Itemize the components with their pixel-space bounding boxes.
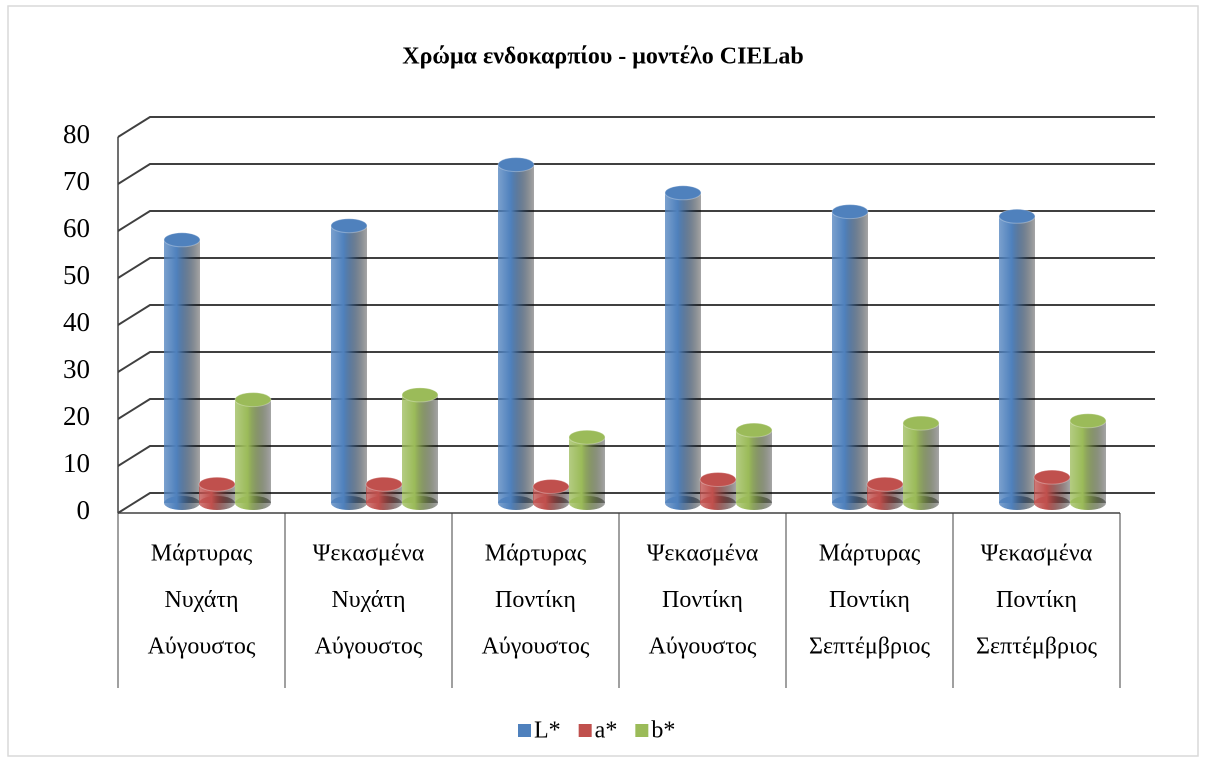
legend-swatch (635, 724, 649, 737)
bar-top (365, 476, 403, 492)
y-tick-label: 70 (63, 166, 90, 196)
grid-line (117, 116, 1155, 138)
grid-line (117, 210, 1155, 232)
bar-top (532, 479, 570, 495)
bar-top (831, 204, 869, 220)
legend-label: a* (595, 718, 618, 744)
y-tick-label: 60 (63, 213, 90, 243)
x-tick-label: Ποντίκη (829, 587, 910, 613)
y-tick-label: 20 (63, 401, 90, 431)
bar (401, 387, 439, 510)
bar (1033, 469, 1071, 510)
bar (902, 415, 940, 510)
grid-line (117, 492, 1155, 514)
grid-line (117, 257, 1155, 279)
bar (330, 218, 368, 510)
bar (234, 392, 272, 510)
bar-top (198, 476, 236, 492)
chart-title: Χρώμα ενδοκαρπίου - μοντέλο CIELab (402, 44, 804, 70)
bar (532, 479, 570, 510)
bar-body (235, 399, 271, 503)
legend-label: b* (651, 718, 675, 744)
x-tick-label: Αύγουστος (315, 634, 423, 660)
x-tick-label: Ψεκασμένα (647, 541, 759, 567)
bar-top (163, 232, 201, 248)
bar-top (497, 157, 535, 173)
bar-body (1070, 420, 1106, 503)
x-tick-label: Μάρτυρας (151, 541, 253, 567)
grid-line (117, 398, 1155, 420)
y-tick-label: 0 (77, 495, 91, 525)
bar-top (1033, 469, 1071, 485)
y-tick-label: 40 (63, 307, 90, 337)
x-tick-label: Αύγουστος (482, 634, 590, 660)
bar (1069, 413, 1107, 510)
legend-swatch (578, 724, 592, 737)
bar (866, 476, 904, 510)
grid-line (117, 445, 1155, 467)
bar-top (234, 392, 272, 408)
x-tick-label: Μάρτυρας (819, 541, 921, 567)
y-tick-label: 50 (63, 260, 90, 290)
bar-body (331, 225, 367, 503)
legend-label: L* (534, 718, 561, 744)
x-tick-label: Μάρτυρας (485, 541, 587, 567)
x-tick-label: Νυχάτη (164, 587, 238, 613)
bar-top (998, 208, 1036, 224)
bar-top (866, 476, 904, 492)
bar (497, 157, 535, 510)
x-tick-label: Αύγουστος (649, 634, 757, 660)
bar-body (832, 211, 868, 503)
x-tick-label: Σεπτέμβριος (809, 634, 930, 660)
x-tick-label: Νυχάτη (331, 587, 405, 613)
bar (163, 232, 201, 510)
bar (365, 476, 403, 510)
bar-body (402, 394, 438, 503)
bar-body (164, 239, 200, 504)
x-tick-label: Σεπτέμβριος (976, 634, 1097, 660)
bar-top (902, 415, 940, 431)
x-tick-label: Αύγουστος (148, 634, 256, 660)
grid-line (117, 163, 1155, 185)
bar-body (569, 437, 605, 503)
bar (568, 429, 606, 510)
bar-body (665, 192, 701, 504)
bar-top (330, 218, 368, 234)
bar-body (736, 430, 772, 503)
y-tick-label: 10 (63, 448, 90, 478)
bar-top (568, 429, 606, 445)
bar (198, 476, 236, 510)
bar (735, 422, 773, 510)
bar-top (401, 387, 439, 403)
legend-swatch (518, 724, 531, 737)
x-tick-label: Ποντίκη (996, 587, 1077, 613)
bar-top (664, 185, 702, 201)
bar-body (498, 164, 534, 503)
bar (831, 204, 869, 510)
bar (998, 208, 1036, 510)
bar-body (999, 216, 1035, 504)
bar-top (699, 472, 737, 487)
grid-line (117, 304, 1155, 326)
y-tick-label: 80 (63, 119, 90, 149)
bar (699, 472, 737, 510)
bar-body (903, 423, 939, 503)
bar (664, 185, 702, 510)
x-tick-label: Ποντίκη (495, 587, 576, 613)
bar-top (1069, 413, 1107, 429)
x-tick-label: Ψεκασμένα (981, 541, 1093, 567)
bar-top (735, 422, 773, 438)
x-tick-label: Ποντίκη (662, 587, 743, 613)
x-tick-label: Ψεκασμένα (313, 541, 425, 567)
y-tick-label: 30 (63, 354, 90, 384)
grid-line (117, 351, 1155, 373)
